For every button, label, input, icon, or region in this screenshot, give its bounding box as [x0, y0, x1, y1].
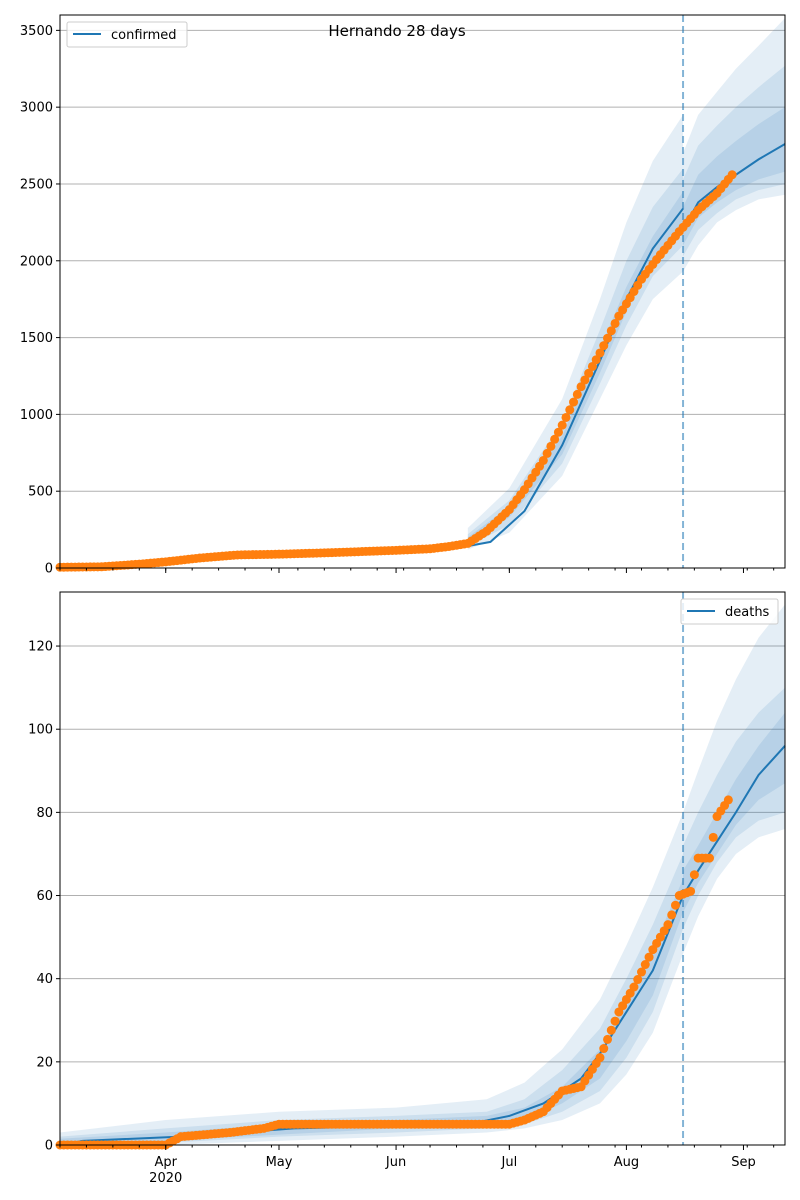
deaths-axes-frame: [59, 591, 786, 1146]
observed-point: [542, 448, 552, 458]
observed-point: [599, 1044, 609, 1054]
deaths-legend: deaths: [680, 598, 779, 625]
confirmed-panel: 0 500 1000 1500 2000 2500 3000 3500 confirmed: [20, 14, 786, 577]
x-tick-label: May: [266, 1155, 293, 1170]
y-tick-label: 80: [36, 806, 53, 821]
observed-point: [667, 910, 677, 920]
confirmed-legend: confirmed: [66, 21, 188, 48]
observed-point: [595, 1053, 605, 1063]
y-tick-label: 60: [36, 889, 53, 904]
x-tick-label: Jun: [385, 1155, 406, 1170]
observed-point: [708, 832, 718, 842]
observed-point: [576, 382, 586, 392]
observed-point: [610, 318, 620, 328]
observed-point: [580, 375, 590, 385]
legend-box: [66, 21, 188, 48]
x-tick-label: Aug: [614, 1155, 639, 1170]
y-tick-label: 2500: [20, 177, 53, 192]
y-tick-label: 40: [36, 972, 53, 987]
forecast-uncertainty-band: [683, 18, 785, 272]
observed-point: [565, 405, 575, 415]
observed-point: [723, 795, 733, 805]
y-tick-label: 100: [28, 723, 53, 738]
observed-point: [637, 967, 647, 977]
y-tick-label: 1000: [20, 408, 53, 423]
y-tick-label: 500: [28, 485, 53, 500]
observed-point: [595, 348, 605, 358]
deaths-observed-points: [55, 795, 733, 1150]
observed-point: [591, 355, 601, 365]
forecast-uncertainty-band: [683, 687, 785, 929]
confirmed-axes-frame: [59, 14, 786, 569]
observed-point: [569, 397, 579, 407]
observed-point: [633, 975, 643, 985]
deaths-y-axis: 0 20 40 60 80 100 120: [28, 640, 60, 1154]
forecast-uncertainty-band: [683, 65, 785, 257]
y-tick-label: 3000: [20, 101, 53, 116]
observed-point: [663, 920, 673, 930]
legend-label-deaths: deaths: [725, 605, 770, 620]
confirmed-observed-points: [55, 170, 737, 572]
deaths-gridlines: [60, 645, 785, 1146]
legend-box: [680, 598, 779, 625]
observed-point: [587, 361, 597, 371]
observed-point: [603, 333, 613, 343]
observed-point: [557, 420, 567, 430]
observed-point: [704, 853, 714, 863]
observed-point: [686, 886, 696, 896]
observed-point: [553, 427, 563, 437]
fit-uncertainty-band: [467, 168, 684, 547]
fit-uncertainty-band: [467, 191, 684, 545]
confirmed-uncertainty-bands: [467, 18, 785, 550]
y-tick-label: 1500: [20, 331, 53, 346]
observed-point: [603, 1034, 613, 1044]
observed-point: [689, 870, 699, 880]
y-tick-label: 20: [36, 1055, 53, 1070]
y-tick-label: 120: [28, 640, 53, 655]
y-tick-label: 3500: [20, 24, 53, 39]
x-tick-label: Jul: [501, 1155, 518, 1170]
y-tick-label: 0: [45, 562, 53, 577]
figure-title: Hernando 28 days: [328, 22, 466, 40]
observed-point: [640, 960, 650, 970]
observed-point: [644, 952, 654, 962]
confirmed-x-axis: [59, 568, 775, 573]
forecast-uncertainty-band: [683, 604, 785, 954]
observed-point: [606, 326, 616, 336]
observed-point: [561, 412, 571, 422]
observed-point: [629, 982, 639, 992]
observed-point: [572, 389, 582, 399]
observed-point: [550, 434, 560, 444]
y-tick-label: 0: [45, 1139, 53, 1154]
observed-point: [584, 368, 594, 378]
fit-uncertainty-band: [467, 114, 684, 550]
observed-point: [727, 170, 737, 180]
confirmed-y-axis: 0 500 1000 1500 2000 2500 3000 3500: [20, 24, 60, 577]
observed-point: [606, 1025, 616, 1035]
observed-point: [546, 441, 556, 451]
observed-point: [610, 1016, 620, 1026]
x-tick-sublabel: 2020: [149, 1171, 182, 1186]
x-tick-label: Sep: [731, 1155, 756, 1170]
legend-label-confirmed: confirmed: [111, 28, 177, 43]
observed-point: [599, 341, 609, 351]
y-tick-label: 2000: [20, 254, 53, 269]
observed-point: [538, 455, 548, 465]
observed-point: [670, 900, 680, 910]
x-tick-label: Apr: [154, 1155, 177, 1170]
